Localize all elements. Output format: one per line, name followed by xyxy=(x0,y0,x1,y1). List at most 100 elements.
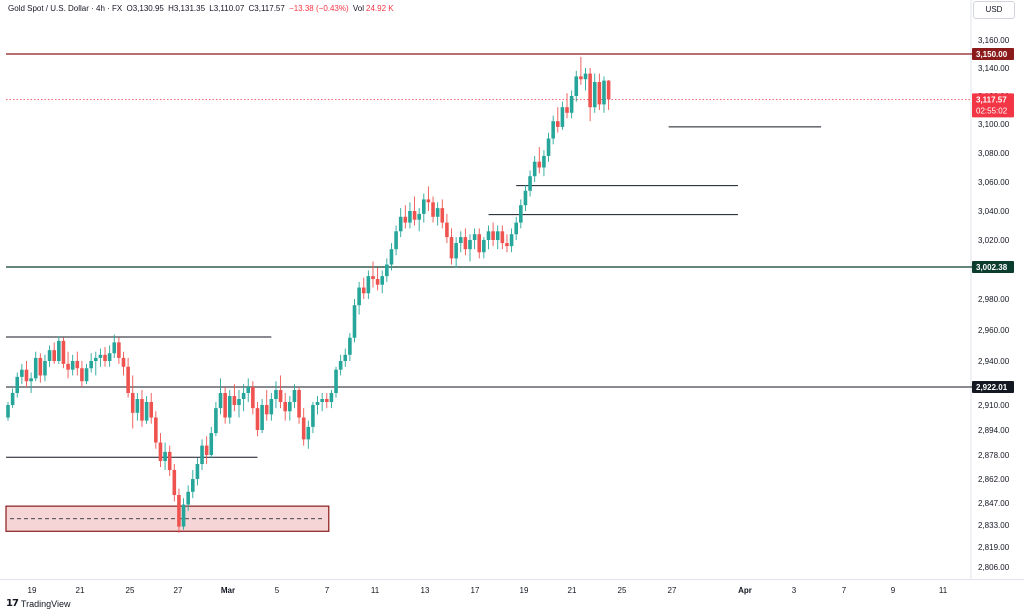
candle-body-97 xyxy=(454,243,458,259)
candle-body-67 xyxy=(315,402,320,405)
candle-body-45 xyxy=(214,408,218,434)
candle-body-86 xyxy=(403,216,408,223)
candle-body-63 xyxy=(297,390,301,418)
level-tag-2-label: 2,922.01 xyxy=(976,383,1008,392)
candle-body-112 xyxy=(523,190,528,206)
horizontal-levels xyxy=(6,53,972,458)
y-tick-label-1: 3,140.00 xyxy=(978,64,1010,73)
candle-body-126 xyxy=(588,73,592,108)
x-tick-label-11: 21 xyxy=(568,586,577,595)
candle-body-104 xyxy=(486,231,491,240)
candle-body-21 xyxy=(103,354,107,361)
candle-body-37 xyxy=(177,495,181,527)
candle-body-110 xyxy=(514,222,518,235)
price-tags: 3,150.00 3,002.38 2,922.01 3,117.57 02:55:02 xyxy=(972,48,1014,393)
candle-body-35 xyxy=(167,451,172,470)
candle-body-88 xyxy=(412,211,417,220)
candle-body-80 xyxy=(375,278,380,285)
candle-body-27 xyxy=(130,393,135,413)
candle-body-69 xyxy=(324,399,329,402)
candle-body-24 xyxy=(117,342,121,358)
x-tick-label-8: 13 xyxy=(421,586,430,595)
candle-body-64 xyxy=(301,417,306,440)
ohlc-high: H3,131.35 xyxy=(168,4,206,13)
x-tick-label-2: 25 xyxy=(126,586,135,595)
candle-body-78 xyxy=(366,276,371,294)
candle-body-99 xyxy=(463,237,468,250)
candle-body-83 xyxy=(389,249,394,265)
x-tick-label-16: 7 xyxy=(842,586,847,595)
candle-body-1 xyxy=(10,393,15,405)
x-tick-label-3: 27 xyxy=(174,586,183,595)
candle-body-12 xyxy=(61,340,66,364)
y-tick-label-14: 2,862.00 xyxy=(978,475,1010,484)
x-tick-label-15: 3 xyxy=(792,586,797,595)
candle-body-75 xyxy=(352,305,357,338)
candle-body-43 xyxy=(204,445,209,455)
candle-body-94 xyxy=(440,208,445,223)
y-tick-label-16: 2,833.00 xyxy=(978,521,1010,530)
candle-body-71 xyxy=(334,369,338,393)
candle-body-59 xyxy=(278,390,283,402)
x-tick-label-13: 27 xyxy=(668,586,677,595)
candle-body-117 xyxy=(546,138,551,156)
candle-body-55 xyxy=(260,405,264,430)
x-tick-label-7: 11 xyxy=(371,586,380,595)
candle-body-20 xyxy=(98,354,103,358)
candle-body-41 xyxy=(195,464,200,479)
candle-body-122 xyxy=(569,96,574,113)
candle-body-22 xyxy=(107,353,112,361)
candle-body-61 xyxy=(288,402,292,412)
candle-body-18 xyxy=(89,361,93,369)
candle-body-121 xyxy=(565,107,569,113)
candle-body-49 xyxy=(232,396,237,405)
candle-body-38 xyxy=(181,504,186,527)
candle-body-29 xyxy=(140,399,144,421)
candle-body-42 xyxy=(200,445,204,464)
candle-body-129 xyxy=(602,80,606,105)
level-tag-1-label: 3,002.38 xyxy=(976,263,1008,272)
candles xyxy=(6,56,611,533)
candle-body-40 xyxy=(191,479,195,492)
current-price-tag-timer: 02:55:02 xyxy=(976,106,1008,115)
candle-body-84 xyxy=(394,231,398,250)
x-tick-label-1: 21 xyxy=(76,586,85,595)
symbol-title[interactable]: Gold Spot / U.S. Dollar · 4h · FX xyxy=(8,4,123,13)
candle-body-70 xyxy=(329,393,334,402)
candle-body-73 xyxy=(343,354,348,361)
candle-body-39 xyxy=(186,491,190,505)
currency-button[interactable]: USD xyxy=(973,1,1015,19)
candle-body-11 xyxy=(57,340,61,361)
candle-body-81 xyxy=(380,276,385,285)
candle-body-91 xyxy=(426,199,431,203)
candle-body-26 xyxy=(126,366,130,393)
candle-body-85 xyxy=(398,216,403,232)
symbol-header: Gold Spot / U.S. Dollar · 4h · FX O3,130… xyxy=(8,4,396,13)
candle-body-28 xyxy=(135,399,140,413)
candle-body-57 xyxy=(269,399,274,415)
x-tick-label-6: 7 xyxy=(325,586,330,595)
candle-body-2 xyxy=(15,376,20,393)
candle-body-47 xyxy=(223,393,227,418)
candle-body-101 xyxy=(472,234,477,240)
candle-body-125 xyxy=(583,73,588,80)
candle-body-34 xyxy=(163,451,167,461)
x-tick-label-9: 17 xyxy=(471,586,480,595)
y-tick-label-12: 2,894.00 xyxy=(978,426,1010,435)
candle-body-46 xyxy=(218,393,223,409)
brand-name: TradingView xyxy=(20,598,71,609)
x-tick-label-14: Apr xyxy=(738,586,752,595)
tradingview-logo[interactable]: 17 TradingView xyxy=(6,598,70,609)
candle-body-10 xyxy=(52,350,56,361)
y-tick-label-3: 3,100.00 xyxy=(978,120,1010,129)
ohlc-low: L3,110.07 xyxy=(209,4,245,13)
candle-body-16 xyxy=(80,368,84,382)
candle-body-95 xyxy=(445,222,449,238)
chart-grid xyxy=(0,0,1024,580)
y-tick-label-13: 2,878.00 xyxy=(978,451,1010,460)
candle-body-127 xyxy=(592,82,597,108)
y-tick-label-18: 2,806.00 xyxy=(978,563,1010,572)
candle-body-32 xyxy=(154,417,158,443)
candle-body-48 xyxy=(227,396,232,418)
